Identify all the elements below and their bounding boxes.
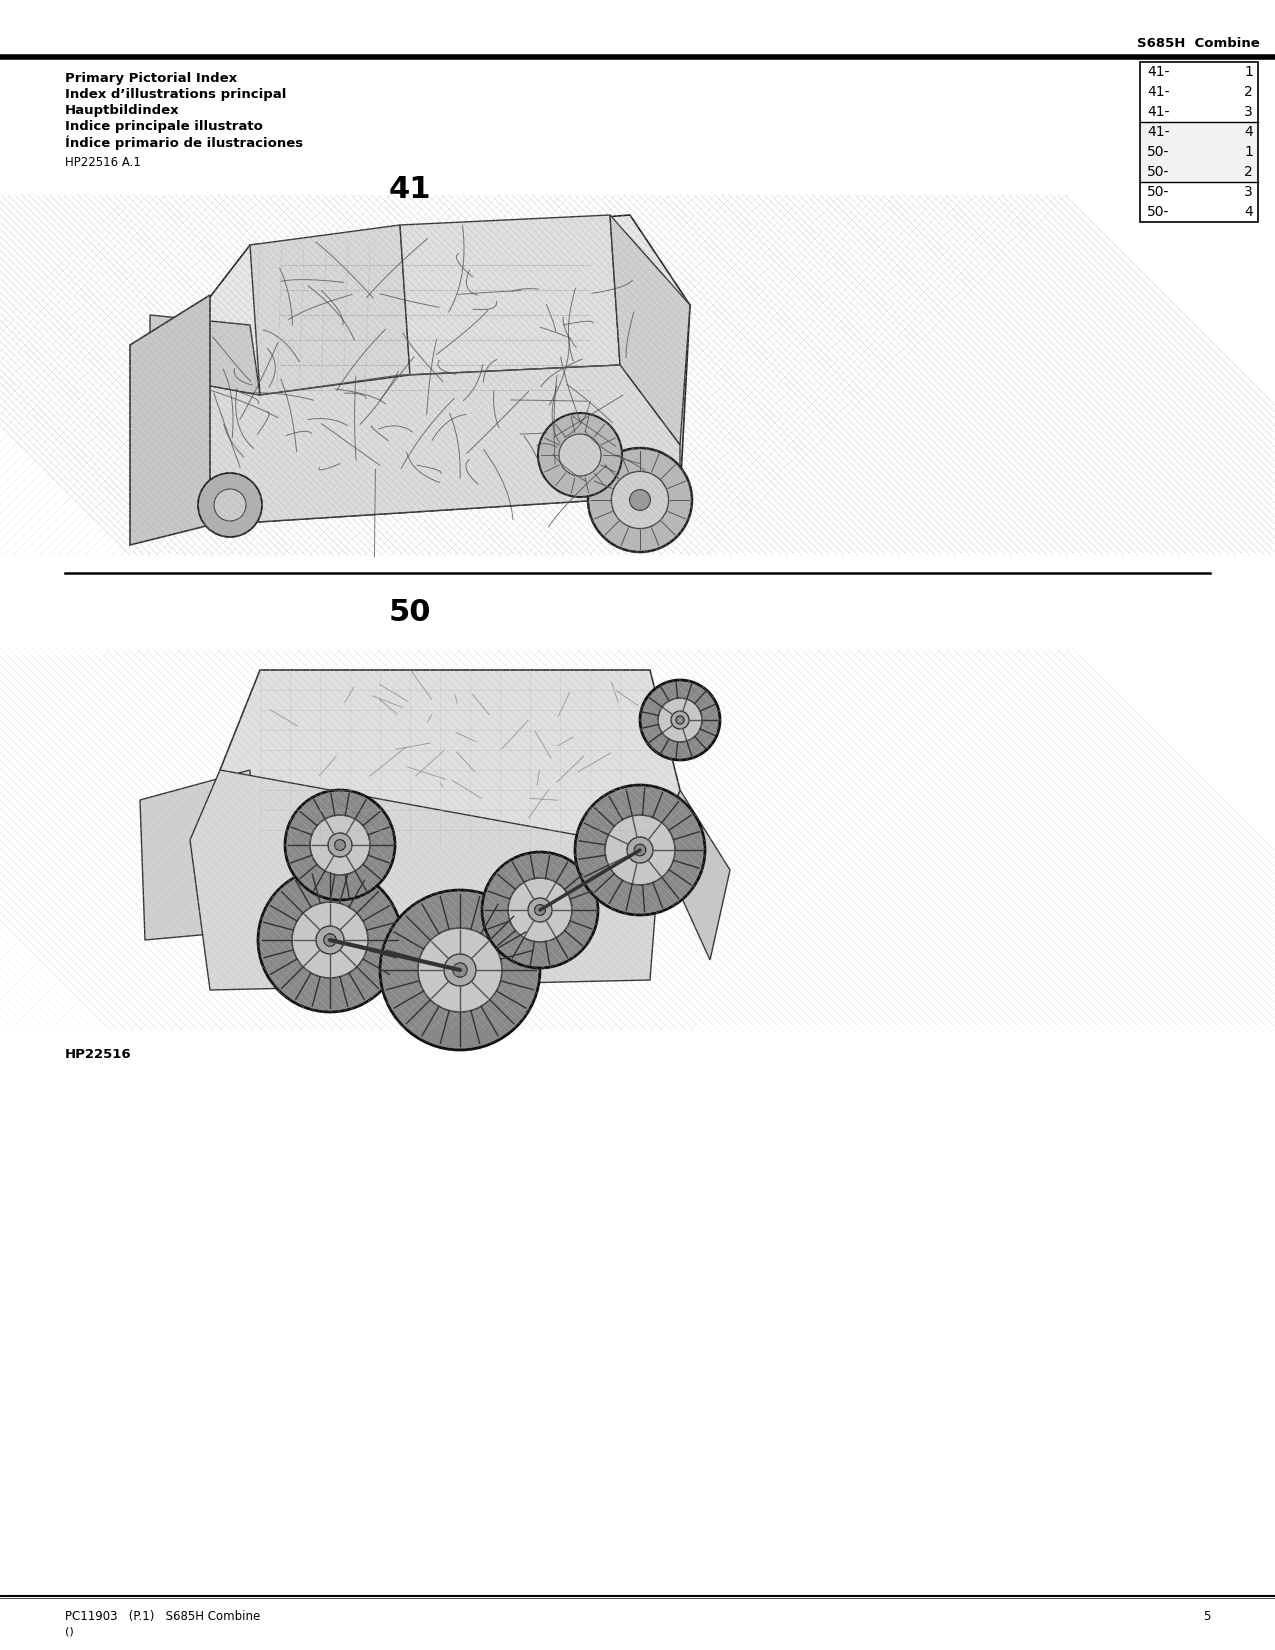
Circle shape bbox=[418, 927, 502, 1011]
Text: 50-: 50- bbox=[1148, 145, 1169, 158]
Text: HP22516: HP22516 bbox=[65, 1048, 131, 1061]
Polygon shape bbox=[150, 315, 260, 394]
Polygon shape bbox=[400, 214, 620, 375]
Text: 41-: 41- bbox=[1148, 125, 1169, 139]
Polygon shape bbox=[221, 670, 680, 860]
Circle shape bbox=[606, 815, 674, 884]
Circle shape bbox=[534, 904, 546, 916]
Circle shape bbox=[588, 449, 692, 553]
Text: 41-: 41- bbox=[1148, 64, 1169, 79]
Circle shape bbox=[258, 868, 402, 1011]
Circle shape bbox=[538, 412, 622, 497]
Text: 50: 50 bbox=[389, 597, 431, 627]
Bar bbox=[1140, 102, 1258, 122]
Text: S685H  Combine: S685H Combine bbox=[1137, 36, 1260, 50]
Bar bbox=[1140, 122, 1258, 142]
Polygon shape bbox=[250, 224, 411, 394]
Polygon shape bbox=[609, 214, 690, 446]
Text: 3: 3 bbox=[1244, 185, 1253, 200]
Text: Indice principale illustrato: Indice principale illustrato bbox=[65, 120, 263, 134]
Text: 41-: 41- bbox=[1148, 106, 1169, 119]
Bar bbox=[1140, 63, 1258, 223]
Text: 41-: 41- bbox=[1148, 86, 1169, 99]
Text: 50-: 50- bbox=[1148, 205, 1169, 219]
Circle shape bbox=[324, 934, 337, 947]
Polygon shape bbox=[140, 771, 255, 940]
Bar bbox=[1140, 201, 1258, 223]
Text: 50-: 50- bbox=[1148, 185, 1169, 200]
Text: 2: 2 bbox=[1244, 86, 1253, 99]
Circle shape bbox=[482, 851, 598, 969]
Polygon shape bbox=[660, 790, 731, 960]
Text: Hauptbildindex: Hauptbildindex bbox=[65, 104, 180, 117]
Text: HP22516 A.1: HP22516 A.1 bbox=[65, 157, 140, 168]
Circle shape bbox=[214, 488, 246, 521]
Text: 4: 4 bbox=[1244, 125, 1253, 139]
Circle shape bbox=[310, 815, 370, 875]
Circle shape bbox=[380, 889, 541, 1049]
Text: (): () bbox=[65, 1625, 74, 1637]
Circle shape bbox=[328, 833, 352, 856]
Circle shape bbox=[575, 785, 705, 916]
Circle shape bbox=[671, 711, 688, 729]
Text: 1: 1 bbox=[1244, 64, 1253, 79]
Polygon shape bbox=[150, 365, 680, 525]
Text: Índice primario de ilustraciones: Índice primario de ilustraciones bbox=[65, 135, 303, 150]
Bar bbox=[1140, 63, 1258, 82]
Circle shape bbox=[528, 898, 552, 922]
Circle shape bbox=[634, 845, 646, 856]
Circle shape bbox=[658, 698, 703, 742]
Bar bbox=[1140, 182, 1258, 201]
Circle shape bbox=[292, 903, 368, 978]
Text: PC11903   (P.1)   S685H Combine: PC11903 (P.1) S685H Combine bbox=[65, 1610, 260, 1624]
Circle shape bbox=[676, 716, 685, 724]
Text: 50-: 50- bbox=[1148, 165, 1169, 178]
Circle shape bbox=[334, 840, 346, 850]
Bar bbox=[1140, 82, 1258, 102]
Circle shape bbox=[558, 434, 601, 475]
Text: 4: 4 bbox=[1244, 205, 1253, 219]
Text: 5: 5 bbox=[1202, 1610, 1210, 1624]
Circle shape bbox=[316, 926, 344, 954]
Circle shape bbox=[286, 790, 395, 899]
Circle shape bbox=[612, 472, 668, 528]
Polygon shape bbox=[150, 214, 690, 525]
Circle shape bbox=[627, 837, 653, 863]
Text: 41: 41 bbox=[389, 175, 431, 205]
Circle shape bbox=[444, 954, 476, 987]
Bar bbox=[1140, 162, 1258, 182]
Circle shape bbox=[507, 878, 572, 942]
Polygon shape bbox=[130, 295, 210, 544]
Text: Index d’illustrations principal: Index d’illustrations principal bbox=[65, 87, 287, 101]
Text: Primary Pictorial Index: Primary Pictorial Index bbox=[65, 73, 237, 86]
Bar bbox=[1140, 142, 1258, 162]
Polygon shape bbox=[190, 771, 660, 990]
Text: 1: 1 bbox=[1244, 145, 1253, 158]
Circle shape bbox=[198, 474, 261, 536]
Circle shape bbox=[630, 490, 650, 510]
Text: 2: 2 bbox=[1244, 165, 1253, 178]
Circle shape bbox=[640, 680, 720, 761]
Circle shape bbox=[453, 964, 467, 977]
Text: 3: 3 bbox=[1244, 106, 1253, 119]
